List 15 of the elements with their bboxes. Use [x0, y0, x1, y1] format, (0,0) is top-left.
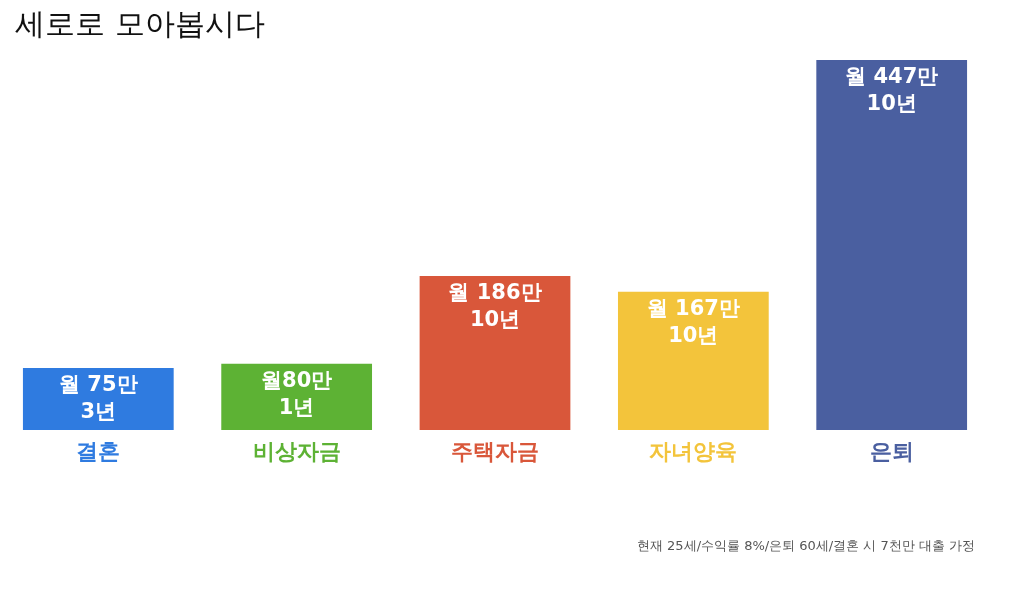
- x-tick-label: 결혼: [76, 439, 121, 464]
- chart-title: 세로로 모아봅시다: [15, 6, 265, 41]
- bar: [419, 276, 571, 430]
- x-tick-label: 비상자금: [252, 439, 341, 464]
- bar: [816, 60, 968, 430]
- data-label: 월 447만 10년: [845, 64, 939, 115]
- data-label: 월 75만 3년: [59, 371, 138, 423]
- data-label: 월 186만 10년: [448, 280, 542, 332]
- data-label: 월80만 1년: [261, 367, 333, 419]
- x-tick-label: 자녀양육: [649, 439, 738, 464]
- data-label: 월 167만 10년: [646, 295, 740, 347]
- x-tick-label: 주택자금: [451, 439, 539, 464]
- x-tick-label: 은퇴: [869, 439, 914, 464]
- text: 현재 25세/수익률 8%/은퇴 60세/결혼 시 7천만 대출 가정: [636, 538, 975, 553]
- bar: [617, 291, 769, 430]
